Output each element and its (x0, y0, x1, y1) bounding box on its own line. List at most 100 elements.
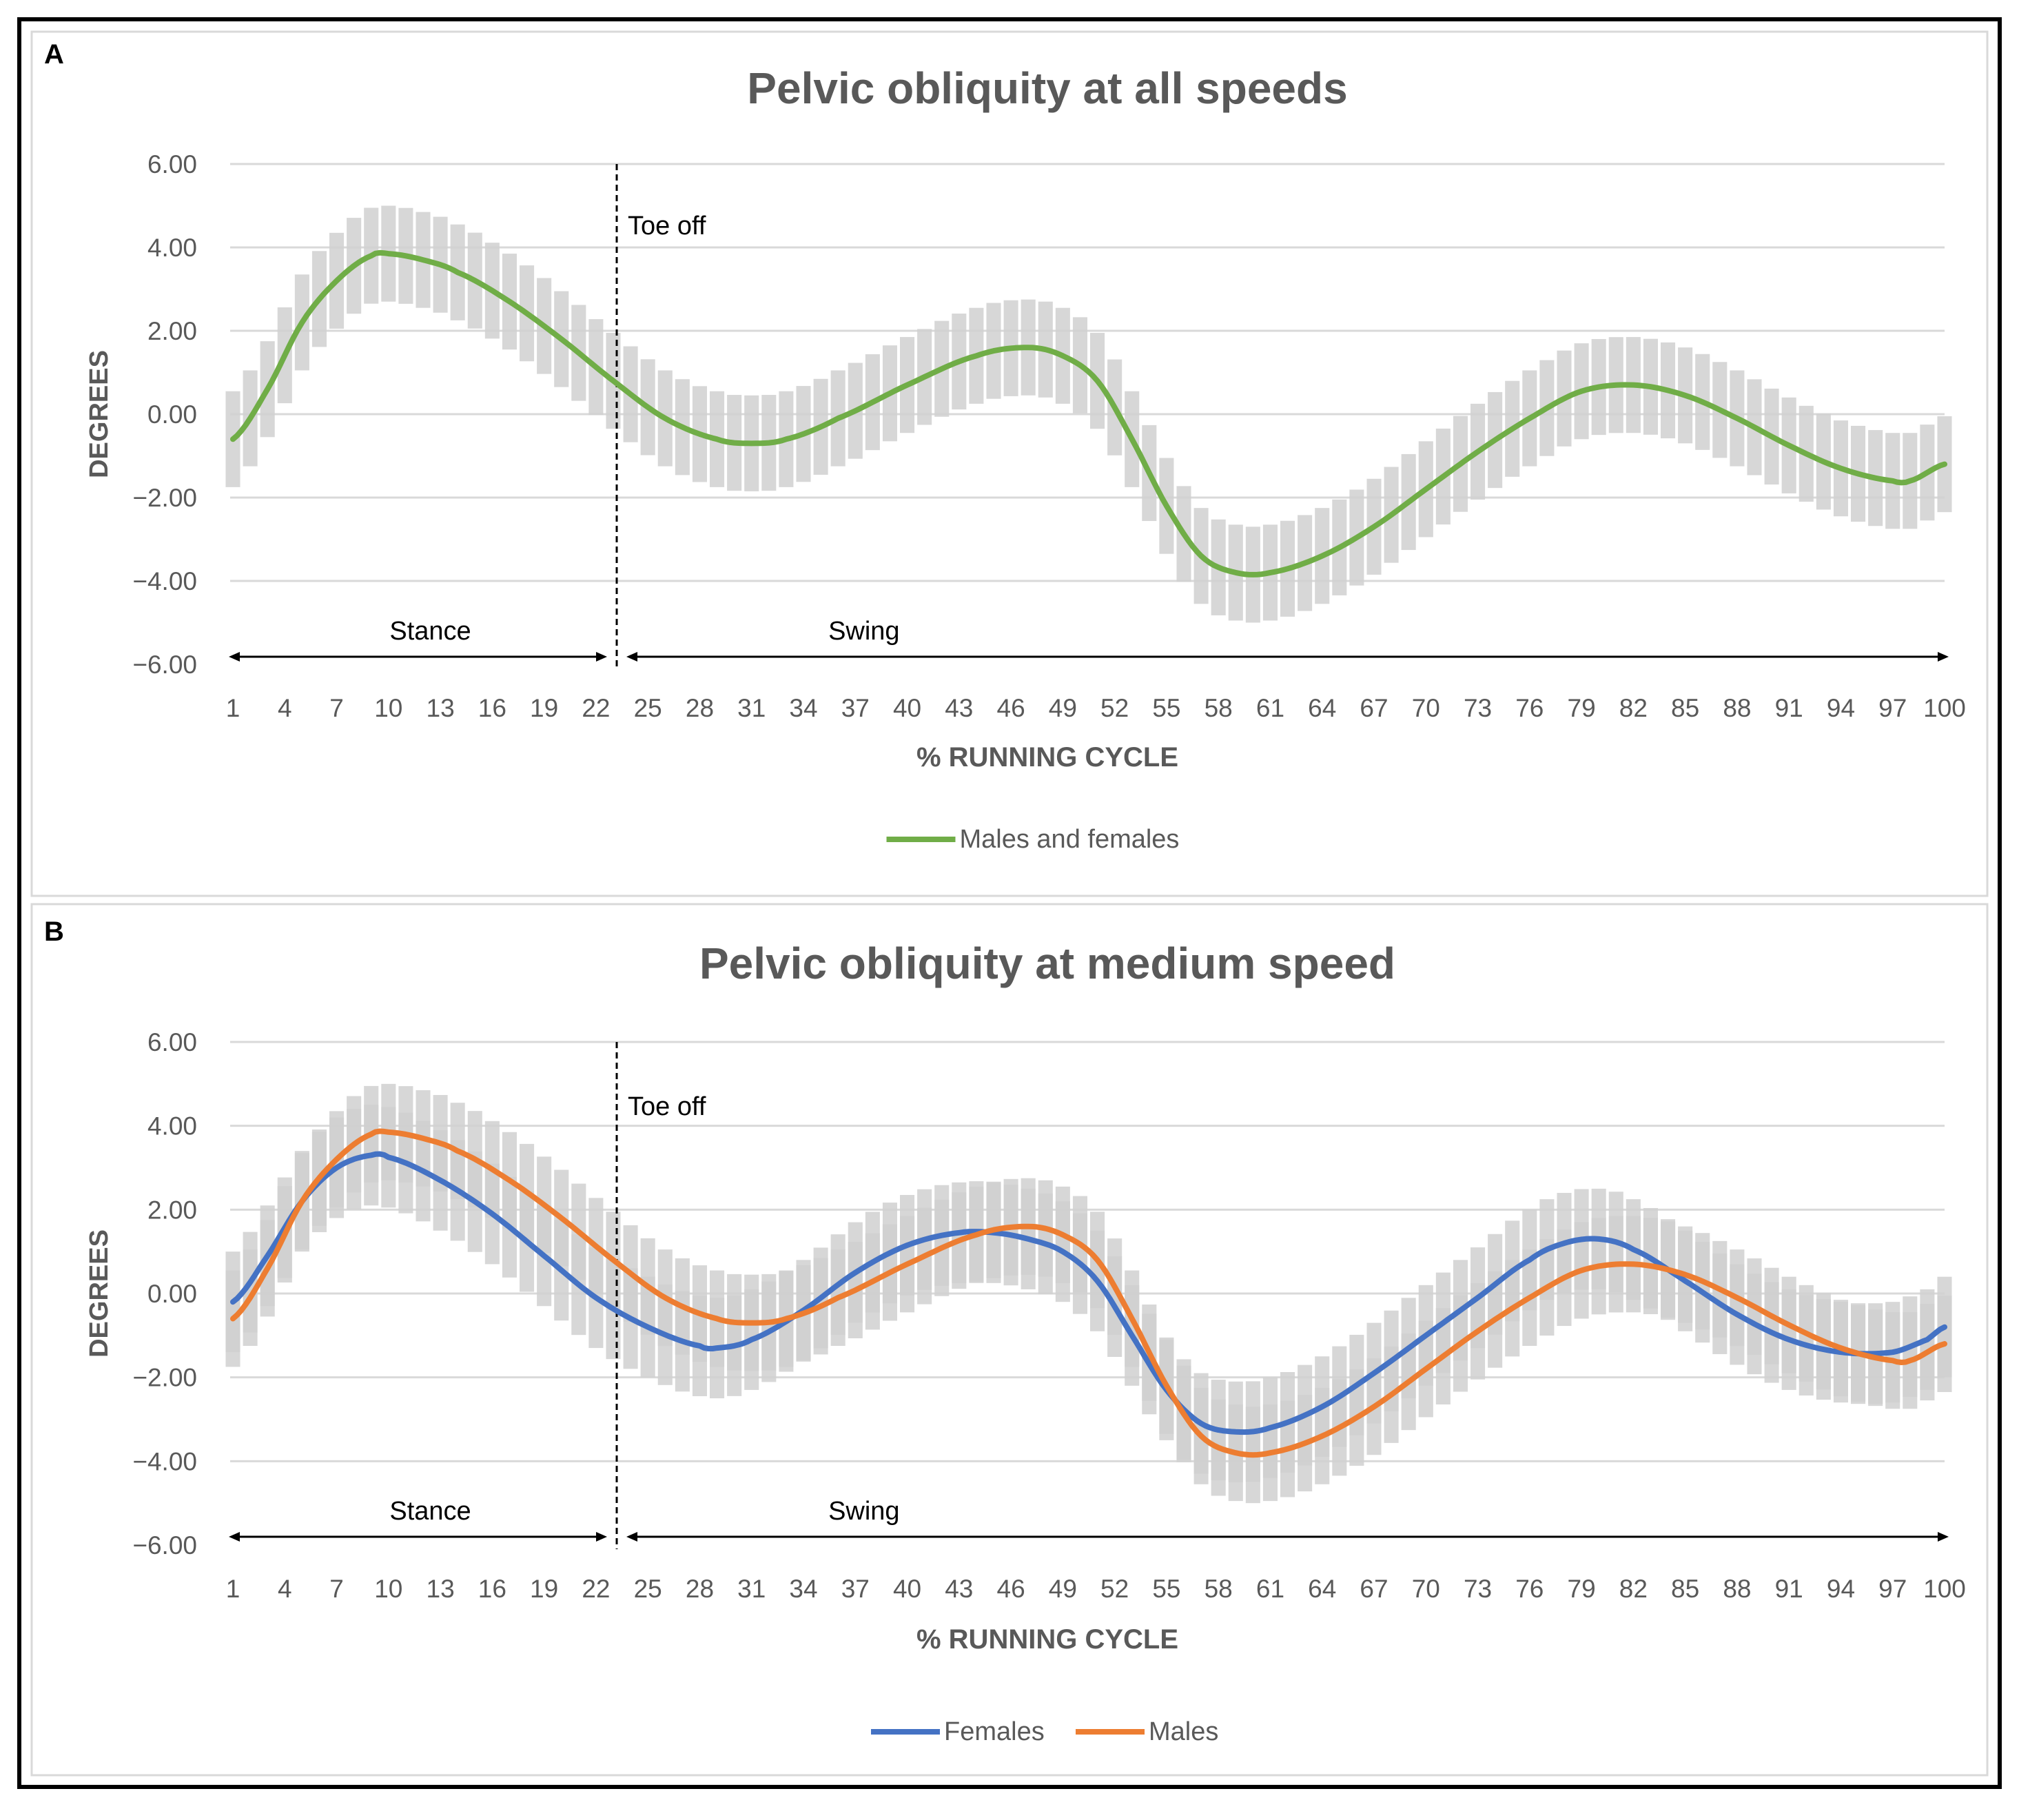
y-tick-label: −4.00 (132, 1447, 197, 1475)
x-tick-label: 82 (1619, 694, 1648, 722)
x-tick-label: 25 (634, 694, 662, 722)
x-tick-label: 16 (478, 694, 506, 722)
x-tick-label: 31 (737, 694, 766, 722)
x-tick-label: 37 (841, 1575, 870, 1603)
swing-arrowhead-left (626, 1532, 638, 1542)
stance-arrowhead-right (596, 652, 608, 662)
series-line-males (230, 1128, 1947, 1458)
panel-letter: B (44, 917, 64, 947)
x-tick-label: 40 (893, 694, 921, 722)
x-tick-label: 1 (226, 1575, 240, 1603)
x-tick-label: 55 (1152, 694, 1180, 722)
x-axis-label: % RUNNING CYCLE (916, 742, 1178, 773)
chart-title: Pelvic obliquity at medium speed (699, 939, 1395, 988)
x-tick-label: 64 (1308, 694, 1336, 722)
swing-arrowhead-right (1938, 1532, 1949, 1542)
x-tick-label: 76 (1515, 1575, 1544, 1603)
x-tick-label: 67 (1360, 1575, 1388, 1603)
x-tick-label: 22 (582, 694, 610, 722)
x-tick-label: 61 (1256, 1575, 1284, 1603)
y-tick-label: 0.00 (147, 400, 197, 429)
x-tick-label: 10 (374, 694, 402, 722)
y-tick-label: 4.00 (147, 1112, 197, 1141)
x-tick-label: 7 (329, 694, 344, 722)
y-axis-label: DEGREES (85, 350, 114, 478)
x-axis-label: % RUNNING CYCLE (916, 1624, 1178, 1655)
x-tick-label: 49 (1049, 694, 1077, 722)
swing-arrowhead-right (1938, 652, 1949, 662)
x-tick-label: 34 (789, 1575, 817, 1603)
x-tick-label: 49 (1049, 1575, 1077, 1603)
y-tick-label: 2.00 (147, 317, 197, 345)
x-tick-label: 28 (686, 1575, 714, 1603)
swing-arrowhead-left (626, 652, 638, 662)
y-axis-label: DEGREES (85, 1229, 114, 1358)
series-line-females (230, 1151, 1947, 1435)
x-tick-label: 79 (1568, 1575, 1596, 1603)
x-tick-label: 52 (1100, 1575, 1129, 1603)
x-tick-label: 97 (1878, 694, 1907, 722)
stance-arrowhead-left (229, 652, 240, 662)
y-tick-label: −6.00 (132, 651, 197, 679)
x-tick-label: 1 (226, 694, 240, 722)
toe-off-label: Toe off (628, 212, 706, 241)
legend: Males and females (886, 825, 1180, 854)
x-tick-label: 79 (1568, 694, 1596, 722)
x-tick-label: 46 (997, 694, 1025, 722)
x-tick-label: 34 (789, 694, 817, 722)
x-tick-label: 58 (1205, 694, 1233, 722)
x-tick-label: 19 (530, 1575, 558, 1603)
x-tick-label: 91 (1775, 694, 1803, 722)
y-tick-label: −6.00 (132, 1531, 197, 1560)
x-tick-label: 19 (530, 694, 558, 722)
x-tick-label: 37 (841, 694, 870, 722)
x-tick-label: 58 (1205, 1575, 1233, 1603)
y-tick-label: 0.00 (147, 1280, 197, 1308)
x-tick-label: 31 (737, 1575, 766, 1603)
x-tick-label: 82 (1619, 1575, 1648, 1603)
swing-label: Swing (828, 1497, 900, 1526)
legend: Females Males (871, 1717, 1218, 1746)
legend-label: Males and females (960, 825, 1180, 854)
x-tick-label: 67 (1360, 694, 1388, 722)
x-tick-label: 64 (1308, 1575, 1336, 1603)
x-tick-label: 85 (1671, 1575, 1699, 1603)
stance-label: Stance (389, 617, 471, 646)
x-tick-label: 73 (1464, 694, 1492, 722)
x-tick-label: 100 (1923, 694, 1966, 722)
x-tick-label: 4 (278, 694, 292, 722)
stance-label: Stance (389, 1497, 471, 1526)
y-tick-label: −4.00 (132, 567, 197, 595)
x-tick-label: 94 (1827, 694, 1855, 722)
x-tick-label: 73 (1464, 1575, 1492, 1603)
x-tick-label: 16 (478, 1575, 506, 1603)
figure-frame (17, 17, 2002, 1789)
y-tick-label: 6.00 (147, 150, 197, 178)
x-tick-label: 28 (686, 694, 714, 722)
stance-arrowhead-right (596, 1532, 608, 1542)
x-tick-label: 40 (893, 1575, 921, 1603)
x-tick-label: 70 (1412, 694, 1440, 722)
swing-label: Swing (828, 617, 900, 646)
chart-panel-b: B Pelvic obliquity at medium speed 6.00 4.0… (44, 917, 1966, 1746)
x-tick-label: 76 (1515, 694, 1544, 722)
x-tick-label: 52 (1100, 694, 1129, 722)
x-tick-label: 88 (1723, 694, 1751, 722)
x-tick-label: 85 (1671, 694, 1699, 722)
series-line-males-and-females (230, 249, 1947, 577)
y-tick-label: −2.00 (132, 484, 197, 512)
x-tick-label: 97 (1878, 1575, 1907, 1603)
legend-label: Males (1149, 1717, 1218, 1746)
x-tick-label: 46 (997, 1575, 1025, 1603)
x-tick-label: 13 (427, 694, 455, 722)
x-tick-label: 4 (278, 1575, 292, 1603)
x-tick-label: 43 (945, 694, 973, 722)
x-tick-label: 25 (634, 1575, 662, 1603)
x-tick-label: 55 (1152, 1575, 1180, 1603)
x-tick-label: 10 (374, 1575, 402, 1603)
y-tick-label: 2.00 (147, 1196, 197, 1224)
chart-title: Pelvic obliquity at all speeds (747, 63, 1347, 113)
panel-b-frame (30, 903, 1989, 1777)
panel-letter: A (44, 39, 64, 70)
